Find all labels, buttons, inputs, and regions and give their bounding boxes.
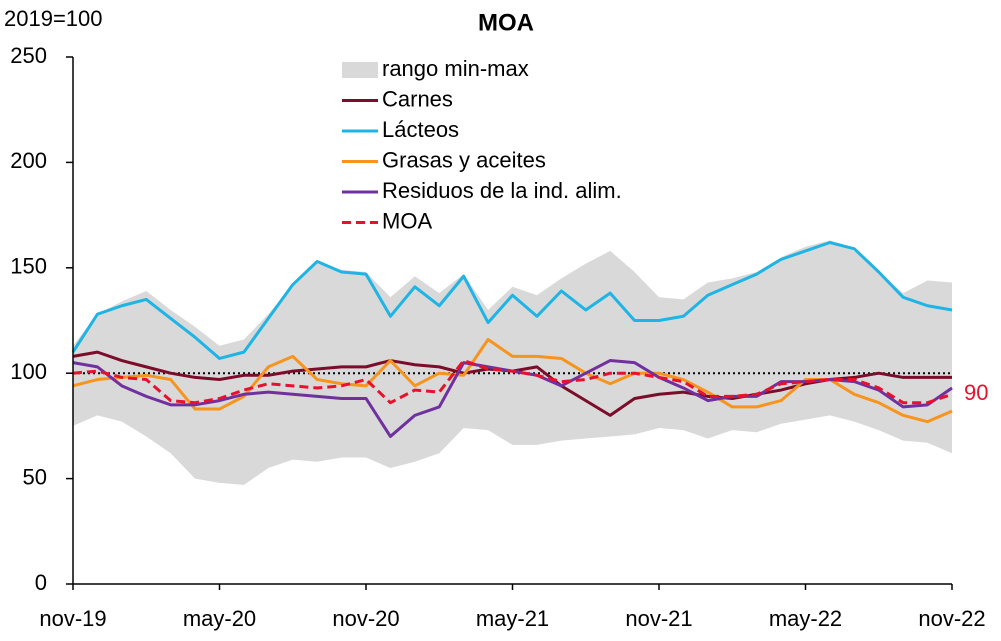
y-tick-label: 100: [10, 359, 47, 384]
x-tick-label: nov-20: [332, 606, 399, 631]
x-tick-label: nov-19: [39, 606, 106, 631]
series-line: [72, 359, 953, 405]
series-line: [72, 337, 953, 424]
y-tick-label: 50: [23, 464, 47, 489]
series-line: [71, 241, 953, 360]
legend-label: Carnes: [382, 86, 453, 111]
y-tick-label: 150: [10, 254, 47, 279]
chart-title: MOA: [478, 9, 534, 36]
x-tick-label: nov-22: [918, 606, 985, 631]
legend-swatch: [342, 62, 378, 78]
end-label: 90: [964, 380, 988, 405]
x-tick-label: may-22: [769, 606, 842, 631]
legend-label: Lácteos: [382, 117, 459, 142]
y-axis-label: 2019=100: [4, 6, 103, 31]
range-area: [73, 240, 952, 485]
legend-label: Grasas y aceites: [382, 147, 546, 172]
x-tick-label: nov-21: [625, 606, 692, 631]
y-tick-label: 250: [10, 43, 47, 68]
legend-label: rango min-max: [382, 56, 529, 81]
y-tick-label: 0: [35, 570, 47, 595]
x-tick-label: may-21: [476, 606, 549, 631]
legend-label: Residuos de la ind. alim.: [382, 178, 622, 203]
legend-label: MOA: [382, 208, 432, 233]
x-tick-label: may-20: [183, 606, 256, 631]
y-tick-label: 200: [10, 148, 47, 173]
